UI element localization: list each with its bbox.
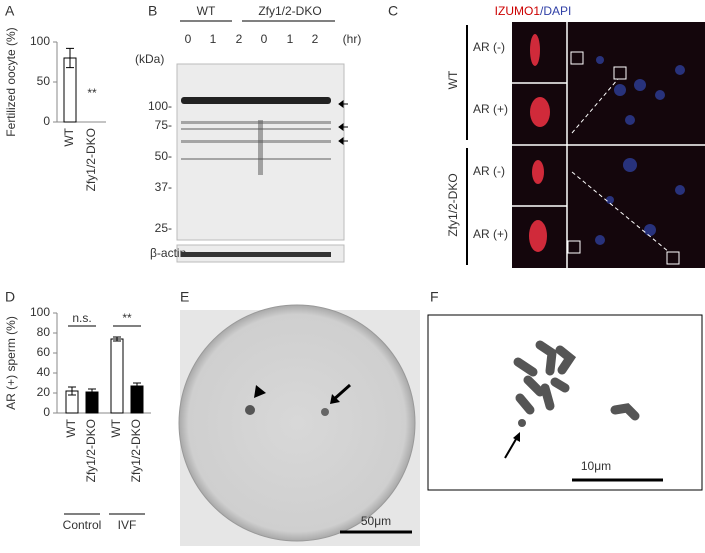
bar [130, 385, 144, 414]
stain-label: /DAPI [540, 4, 571, 18]
row-label: Zfy1/2-DKO [446, 173, 460, 236]
y-axis-label: AR (+) sperm (%) [4, 316, 18, 410]
error-bar [66, 47, 74, 69]
stain-label: IZUMO1 [495, 4, 541, 18]
time-label: 0 [261, 32, 268, 46]
western-blot: WT Zfy1/2-DKO 0 1 2 0 1 2 (hr) (kDa) 100… [135, 4, 362, 263]
y-axis-label: Fertilized oocyte (%) [4, 27, 18, 136]
y-tick-label: 100 [30, 305, 50, 319]
annotation: ** [87, 86, 97, 100]
row-label: WT [446, 70, 460, 89]
y-tick-label: 60 [37, 345, 51, 359]
y-tick-label: 100 [30, 34, 50, 48]
annotation: ** [122, 311, 132, 325]
mw-marker: 25- [155, 221, 172, 235]
mw-marker: 100- [148, 99, 172, 113]
x-tick-label: Zfy1/2-DKO [84, 419, 98, 482]
mw-marker: 50- [155, 149, 172, 163]
time-label: 1 [287, 32, 294, 46]
mw-marker: 75- [155, 118, 172, 132]
panel-label: E [180, 289, 189, 305]
time-label: 0 [185, 32, 192, 46]
group-label: Control [63, 518, 102, 532]
condition-label: AR (-) [473, 40, 505, 54]
condition-label: AR (+) [473, 102, 508, 116]
bar [110, 338, 124, 414]
error-bar [133, 382, 141, 390]
panel-label: B [148, 3, 157, 19]
micrograph: IZUMO1 /DAPI WT Zfy1/2-DKO AR (-) AR (+)… [446, 4, 705, 268]
time-label: 2 [236, 32, 243, 46]
error-bar [88, 388, 96, 396]
loading-label: β-actin [150, 246, 186, 260]
condition-label: AR (+) [473, 227, 508, 241]
blot-group: Zfy1/2-DKO [258, 4, 321, 18]
y-tick-label: 0 [43, 114, 50, 128]
scale-label: 50μm [361, 514, 391, 528]
mw-marker: 37- [155, 180, 172, 194]
y-tick-label: 20 [37, 385, 51, 399]
panel-label: F [430, 289, 439, 305]
time-unit: (hr) [343, 32, 362, 46]
x-tick-label: Zfy1/2-DKO [84, 128, 98, 191]
x-tick-label: WT [109, 418, 123, 437]
panel-label: D [5, 289, 15, 305]
error-bar [68, 386, 76, 396]
x-tick-label: WT [64, 418, 78, 437]
y-tick-label: 40 [37, 365, 51, 379]
panel-label: A [5, 3, 15, 19]
x-tick-label: Zfy1/2-DKO [129, 419, 143, 482]
scale-label: 10μm [581, 459, 611, 473]
error-bar [113, 336, 121, 342]
time-label: 2 [312, 32, 319, 46]
condition-label: AR (-) [473, 164, 505, 178]
annotation: n.s. [72, 311, 91, 325]
time-label: 1 [210, 32, 217, 46]
chromosome-image: 10μm [427, 314, 703, 491]
panel-label: C [388, 3, 398, 19]
y-tick-label: 50 [37, 74, 51, 88]
group-label: IVF [118, 518, 137, 532]
mw-unit: (kDa) [135, 52, 164, 66]
x-tick-label: WT [62, 127, 76, 146]
blot-group: WT [197, 4, 216, 18]
y-tick-label: 0 [43, 405, 50, 419]
y-tick-label: 80 [37, 325, 51, 339]
oocyte-image: 50μm [178, 304, 420, 546]
